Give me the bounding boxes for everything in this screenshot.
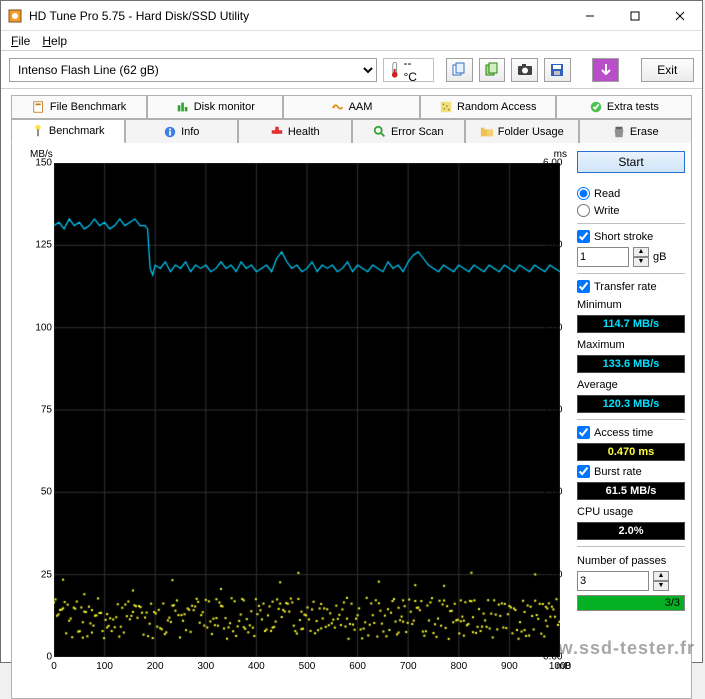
stroke-up[interactable]: ▲: [633, 247, 649, 257]
write-radio[interactable]: [577, 204, 590, 217]
cpu-value: 2.0%: [577, 522, 685, 540]
menu-help[interactable]: Help: [36, 34, 73, 48]
tab-content-benchmark: MB/s ms mB 02550751001251500.001.002.003…: [11, 143, 692, 699]
save-button[interactable]: [544, 58, 571, 82]
chart-area: MB/s ms mB 02550751001251500.001.002.003…: [18, 149, 571, 692]
tab-folder-usage[interactable]: Folder Usage: [465, 119, 579, 143]
tab-erase[interactable]: Erase: [579, 119, 693, 143]
copy-info-button[interactable]: [446, 58, 473, 82]
progress-bar: 3/3: [577, 595, 685, 611]
thermometer-icon: [390, 61, 399, 79]
burst-value: 61.5 MB/s: [577, 482, 685, 500]
app-window: HD Tune Pro 5.75 - Hard Disk/SSD Utility…: [0, 0, 703, 663]
titlebar: HD Tune Pro 5.75 - Hard Disk/SSD Utility: [1, 1, 702, 31]
min-value: 114.7 MB/s: [577, 315, 685, 333]
tab-info[interactable]: Info: [125, 119, 239, 143]
exit-button[interactable]: Exit: [641, 58, 694, 82]
passes-up[interactable]: ▲: [653, 571, 669, 581]
side-panel: Start Read Write Short stroke ▲▼ gB Tran…: [577, 149, 685, 692]
screenshot-button[interactable]: [511, 58, 538, 82]
copy-screenshot-button[interactable]: [479, 58, 506, 82]
stroke-down[interactable]: ▼: [633, 257, 649, 267]
tab-disk-monitor[interactable]: Disk monitor: [147, 95, 283, 119]
passes-label: Number of passes: [577, 555, 685, 567]
benchmark-chart: [54, 163, 560, 657]
window-title: HD Tune Pro 5.75 - Hard Disk/SSD Utility: [29, 9, 567, 23]
passes-down[interactable]: ▼: [653, 581, 669, 591]
passes-input[interactable]: [577, 571, 649, 591]
avg-label: Average: [577, 379, 685, 391]
minimize-button[interactable]: [567, 1, 612, 30]
cpu-label: CPU usage: [577, 506, 685, 518]
short-stroke-input[interactable]: [577, 247, 629, 267]
read-radio[interactable]: [577, 187, 590, 200]
temperature-display: -- °C: [383, 58, 434, 82]
options-button[interactable]: [592, 58, 619, 82]
max-label: Maximum: [577, 339, 685, 351]
short-stroke-check[interactable]: [577, 230, 590, 243]
watermark: www.ssd-tester.fr: [529, 638, 695, 659]
toolbar: Intenso Flash Line (62 gB) -- °C Exit: [1, 51, 702, 89]
access-time-check[interactable]: [577, 426, 590, 439]
tab-extra-tests[interactable]: Extra tests: [556, 95, 692, 119]
start-button[interactable]: Start: [577, 151, 685, 173]
tabs-container: File BenchmarkDisk monitorAAMRandom Acce…: [1, 89, 702, 699]
tab-error-scan[interactable]: Error Scan: [352, 119, 466, 143]
tab-aam[interactable]: AAM: [283, 95, 419, 119]
avg-value: 120.3 MB/s: [577, 395, 685, 413]
menubar: File Help: [1, 31, 702, 51]
min-label: Minimum: [577, 299, 685, 311]
max-value: 133.6 MB/s: [577, 355, 685, 373]
menu-file[interactable]: File: [5, 34, 36, 48]
burst-rate-check[interactable]: [577, 465, 590, 478]
tab-file-benchmark[interactable]: File Benchmark: [11, 95, 147, 119]
maximize-button[interactable]: [612, 1, 657, 30]
tab-health[interactable]: Health: [238, 119, 352, 143]
tab-random-access[interactable]: Random Access: [420, 95, 556, 119]
app-icon: [7, 8, 23, 24]
access-value: 0.470 ms: [577, 443, 685, 461]
drive-select[interactable]: Intenso Flash Line (62 gB): [9, 58, 377, 82]
close-button[interactable]: [657, 1, 702, 30]
tab-benchmark[interactable]: Benchmark: [11, 119, 125, 143]
transfer-rate-check[interactable]: [577, 280, 590, 293]
